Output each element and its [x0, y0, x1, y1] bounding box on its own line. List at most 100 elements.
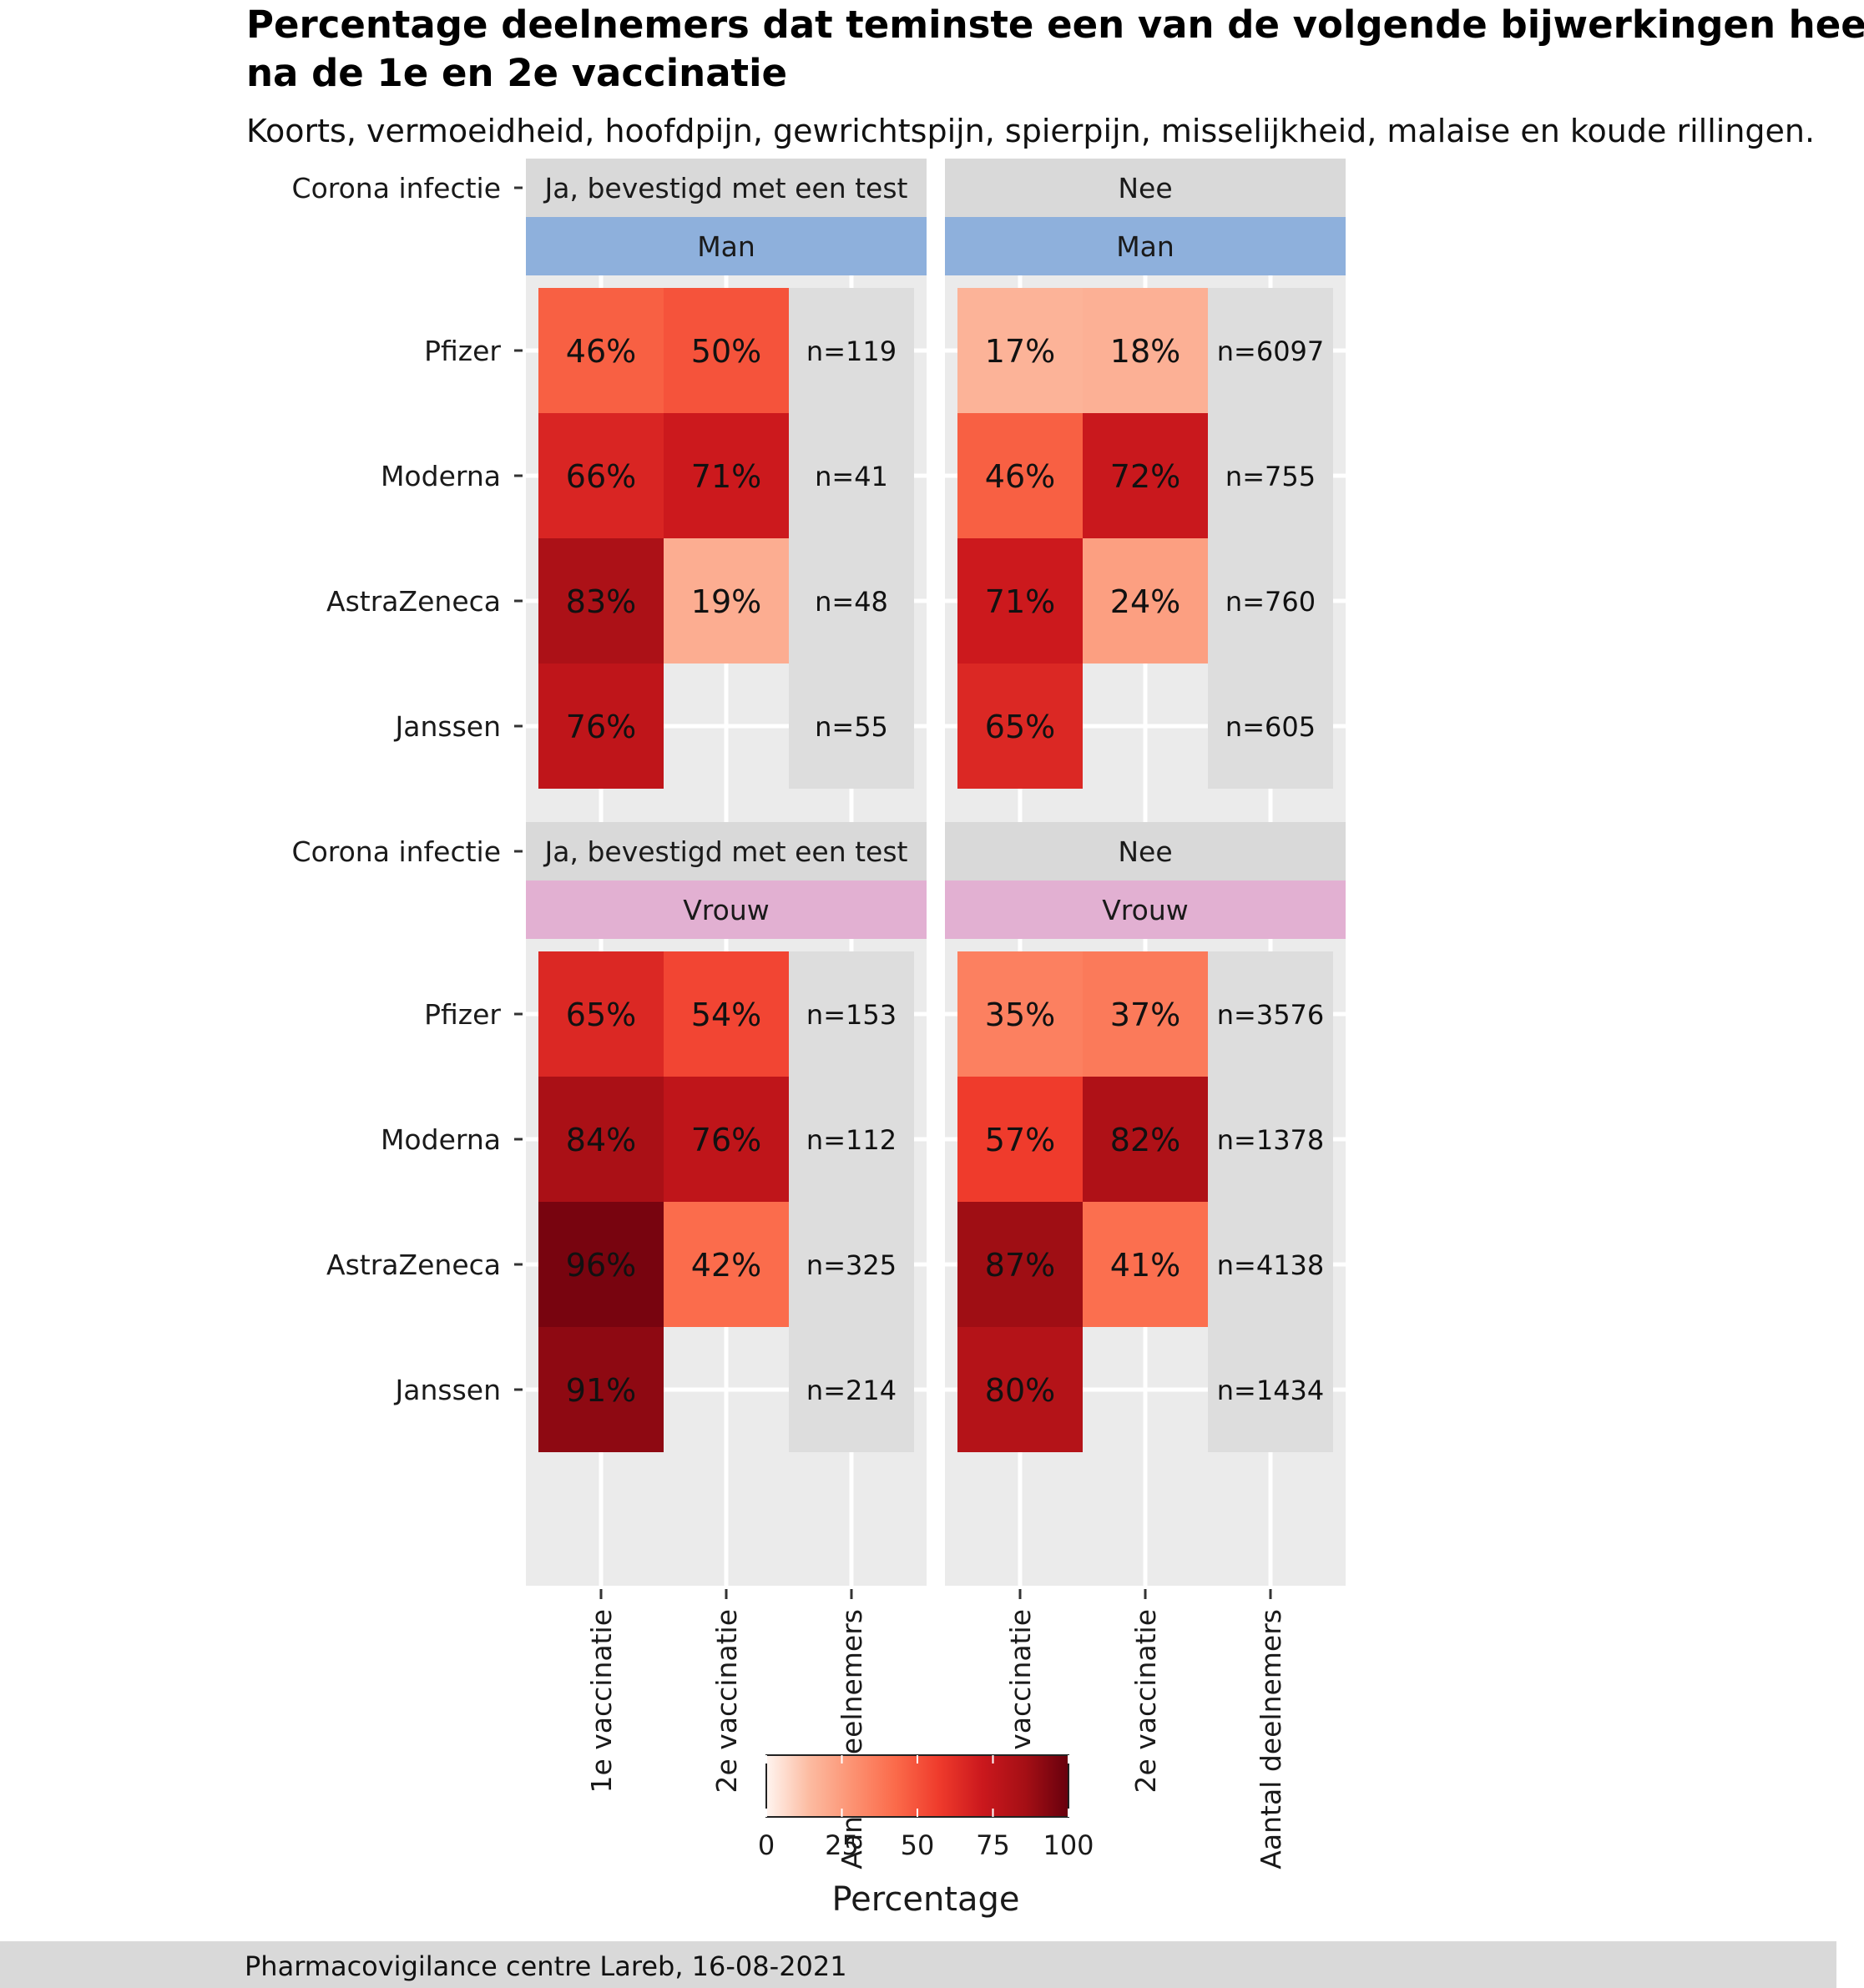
- facet-panels: Ja, bevestigd met een test Man 46% 50% n=119…: [292, 159, 1346, 1869]
- strip-sex-label: Vrouw: [1102, 894, 1189, 926]
- heat-cell-pfizer-1: [957, 951, 1083, 1077]
- cell-label: 71%: [985, 583, 1055, 620]
- y-tick-label: Janssen: [394, 1374, 501, 1406]
- strip-sex-label: Man: [1116, 230, 1174, 263]
- cell-label: 42%: [691, 1247, 761, 1284]
- legend-tick-label: 75: [976, 1829, 1010, 1861]
- heat-cell-moderna-1: [957, 413, 1083, 538]
- participants-label: n=48: [815, 586, 888, 618]
- cell-label: 65%: [985, 709, 1055, 745]
- strip-infection: [526, 822, 927, 880]
- caption-bar: [0, 1941, 1836, 1988]
- legend-tick-label: 100: [1043, 1829, 1094, 1861]
- participants-label: n=4138: [1217, 1249, 1325, 1281]
- legend-colorbar: [765, 1754, 1069, 1818]
- cell-label: 37%: [1110, 997, 1180, 1033]
- participants-label: n=1378: [1217, 1124, 1325, 1156]
- strip-infection-label: Ja, bevestigd met een test: [543, 835, 908, 868]
- cell-label: 18%: [1110, 333, 1180, 370]
- participants-column: [789, 288, 914, 789]
- x-tick-label: 2e vaccinatie: [710, 1609, 743, 1794]
- cell-label: 84%: [566, 1122, 636, 1158]
- heat-cell-moderna-2: [664, 413, 789, 538]
- cell-label: 76%: [566, 709, 636, 745]
- cell-label: 72%: [1110, 458, 1180, 495]
- participants-label: n=605: [1225, 711, 1316, 743]
- heat-cell-astrazeneca-2: [664, 538, 789, 664]
- cell-label: 54%: [691, 997, 761, 1033]
- strip-sex-label: Man: [697, 230, 755, 263]
- strip-infection-label: Nee: [1118, 835, 1172, 868]
- participants-label: n=3576: [1217, 999, 1325, 1031]
- y-tick-label: Pfizer: [424, 335, 501, 367]
- cell-label: 82%: [1110, 1122, 1180, 1158]
- strip-infection-label: Ja, bevestigd met een test: [543, 172, 908, 204]
- strip-infection: [945, 159, 1346, 217]
- heat-cell-pfizer-1: [538, 288, 664, 413]
- heat-cell-pfizer-2: [664, 951, 789, 1077]
- strip-sex-label: Vrouw: [683, 894, 770, 926]
- x-tick-label: Aantal deelnemers: [1255, 1609, 1287, 1869]
- heat-cell-astrazeneca-2: [1083, 538, 1208, 664]
- legend-tick-label: 25: [825, 1829, 859, 1861]
- y-tick-label: Moderna: [381, 460, 501, 492]
- cell-label: 35%: [985, 997, 1055, 1033]
- y-tick-label: AstraZeneca: [326, 585, 501, 618]
- cell-label: 80%: [985, 1372, 1055, 1409]
- participants-column: [1208, 288, 1333, 789]
- color-legend: 0 25 50 75 100 Percentage: [758, 1754, 1094, 1919]
- strip-sex: [945, 217, 1346, 275]
- panel-nee-vrouw: Nee Vrouw 35% 37% n=3576 57% 82% n=1378 87% 41% n=…: [945, 822, 1346, 1869]
- strip-sex: [945, 880, 1346, 939]
- participants-label: n=153: [806, 999, 897, 1031]
- heat-cell-janssen-1: [957, 1327, 1083, 1452]
- panel-ja-vrouw: Ja, bevestigd met een test Vrouw 65% 54% n=1…: [292, 822, 927, 1869]
- legend-tick-label: 0: [758, 1829, 775, 1861]
- y-tick-label: AstraZeneca: [326, 1249, 501, 1281]
- caption-text: Pharmacovigilance centre Lareb, 16-08-20…: [245, 1950, 847, 1982]
- heat-cell-pfizer-1: [538, 951, 664, 1077]
- participants-column: [789, 951, 914, 1452]
- cell-label: 46%: [566, 333, 636, 370]
- heat-cell-astrazeneca-1: [957, 538, 1083, 664]
- heat-cell-janssen-1: [957, 664, 1083, 789]
- participants-column: [1208, 951, 1333, 1452]
- heat-cell-janssen-1: [538, 664, 664, 789]
- heat-cell-moderna-1: [538, 413, 664, 538]
- cell-label: 96%: [566, 1247, 636, 1284]
- panel-nee-man: Nee Man 17% 18% n=6097 46% 72% n=755 71% 24% n=760…: [945, 159, 1346, 922]
- heat-cell-astrazeneca-2: [1083, 1202, 1208, 1327]
- cell-label: 65%: [566, 997, 636, 1033]
- participants-label: n=325: [806, 1249, 897, 1281]
- heat-cell-pfizer-2: [1083, 951, 1208, 1077]
- cell-label: 76%: [691, 1122, 761, 1158]
- cell-label: 24%: [1110, 583, 1180, 620]
- strip-infection: [945, 822, 1346, 880]
- facet-row-label: Corona infectie: [292, 835, 501, 868]
- x-tick-label: 2e vaccinatie: [1129, 1609, 1162, 1794]
- facet-row-label: Corona infectie: [292, 172, 501, 204]
- participants-label: n=214: [806, 1375, 897, 1406]
- strip-sex: [526, 217, 927, 275]
- strip-sex: [526, 880, 927, 939]
- strip-infection: [526, 159, 927, 217]
- participants-label: n=112: [806, 1124, 897, 1156]
- heat-cell-moderna-1: [957, 1077, 1083, 1202]
- participants-label: n=6097: [1217, 336, 1325, 367]
- cell-label: 87%: [985, 1247, 1055, 1284]
- legend-tick-label: 50: [901, 1829, 935, 1861]
- heat-cell-janssen-1: [538, 1327, 664, 1452]
- heat-cell-astrazeneca-2: [664, 1202, 789, 1327]
- heat-cell-moderna-2: [664, 1077, 789, 1202]
- cell-label: 83%: [566, 583, 636, 620]
- participants-label: n=119: [806, 336, 897, 367]
- cell-label: 19%: [691, 583, 761, 620]
- participants-label: n=55: [815, 711, 888, 743]
- heat-cell-astrazeneca-1: [957, 1202, 1083, 1327]
- participants-label: n=41: [815, 461, 888, 492]
- panel-ja-man: Ja, bevestigd met een test Man 46% 50% n=119…: [292, 159, 927, 922]
- heat-cell-pfizer-1: [957, 288, 1083, 413]
- heat-cell-astrazeneca-1: [538, 538, 664, 664]
- chart-title-line2: na de 1e en 2e vaccinatie: [246, 51, 787, 95]
